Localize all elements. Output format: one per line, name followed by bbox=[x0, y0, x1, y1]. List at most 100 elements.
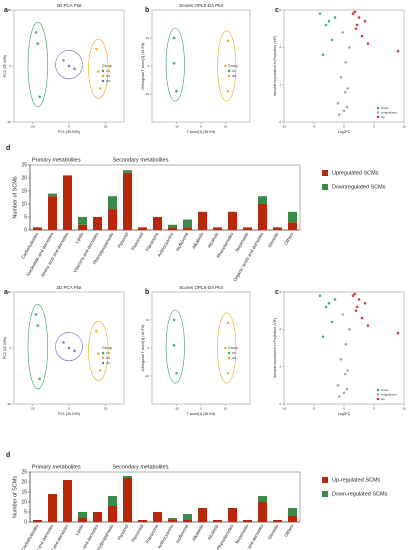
y-tick-label: 5 bbox=[24, 214, 27, 220]
legend-swatch bbox=[376, 106, 380, 110]
x-tick-label: Isoflavone bbox=[175, 523, 190, 544]
point bbox=[346, 369, 349, 372]
x-tick-label: 10 bbox=[402, 406, 406, 410]
bar bbox=[273, 520, 282, 522]
bar bbox=[78, 217, 87, 225]
chart-title: Scores OPLS-DA Plot bbox=[179, 285, 224, 290]
bar bbox=[228, 211, 237, 230]
bar bbox=[153, 217, 162, 230]
legend-title: Group bbox=[102, 64, 112, 68]
point bbox=[226, 371, 230, 375]
bar bbox=[108, 209, 117, 230]
x-tick-label: -20 bbox=[30, 406, 35, 410]
point bbox=[321, 53, 325, 57]
legend-swatch bbox=[101, 351, 105, 355]
bar bbox=[93, 512, 102, 522]
bar bbox=[258, 204, 267, 230]
x-tick-label: 10 bbox=[402, 124, 406, 128]
point bbox=[339, 75, 343, 79]
point bbox=[396, 49, 400, 53]
legend-label: Downregulated SCMs bbox=[332, 184, 386, 190]
panel-letter: d bbox=[6, 452, 10, 459]
panel-letter: c bbox=[275, 289, 279, 296]
point bbox=[36, 42, 40, 45]
y-tick-label: -20 bbox=[7, 402, 12, 406]
bar bbox=[288, 516, 297, 522]
legend-swatch bbox=[227, 351, 231, 355]
legend-swatch bbox=[101, 74, 105, 78]
point bbox=[95, 329, 98, 333]
point bbox=[73, 349, 76, 353]
point bbox=[339, 357, 343, 361]
bar bbox=[183, 219, 192, 228]
legend-swatch bbox=[101, 69, 105, 73]
point bbox=[351, 294, 355, 298]
x-tick-label: Others bbox=[283, 231, 294, 246]
legend-swatch bbox=[101, 79, 105, 83]
frame bbox=[29, 471, 301, 523]
x-tick-label: 5 bbox=[373, 406, 375, 410]
point bbox=[348, 46, 351, 49]
confidence-ellipse bbox=[165, 309, 185, 384]
point bbox=[98, 369, 102, 372]
confidence-ellipse bbox=[27, 304, 48, 390]
point bbox=[34, 313, 38, 316]
point bbox=[226, 321, 230, 325]
point bbox=[357, 16, 361, 19]
bar bbox=[273, 227, 282, 230]
legend-title: Group bbox=[102, 346, 112, 350]
x-tick-label: Alkaloids bbox=[191, 523, 205, 542]
x-tick-label: -10 bbox=[174, 406, 179, 410]
legend-label: Upregulated SCMs bbox=[332, 170, 379, 176]
legend-swatch bbox=[376, 111, 380, 114]
bar bbox=[48, 494, 57, 522]
y-tick-label: 10 bbox=[21, 201, 27, 207]
legend-swatch bbox=[376, 115, 380, 119]
legend-swatch bbox=[227, 69, 231, 73]
group-label: Secondary metabolites bbox=[113, 464, 169, 470]
bar bbox=[183, 514, 192, 520]
x-tick-label: Amino acid and derivates bbox=[40, 231, 70, 278]
x-tick-label: -5 bbox=[313, 406, 316, 410]
x-tick-label: Steroids bbox=[267, 523, 280, 540]
y-tick-label: 0 bbox=[9, 346, 11, 350]
point bbox=[351, 12, 355, 16]
frame bbox=[29, 164, 301, 231]
group-label: Primary metabolites bbox=[32, 464, 81, 470]
panel-letter: a bbox=[4, 289, 8, 296]
y-tick-label: 20 bbox=[8, 290, 12, 294]
bar bbox=[93, 217, 102, 230]
x-axis-label: Log2FC bbox=[338, 412, 351, 416]
point bbox=[175, 89, 178, 93]
x-axis-label: Log2FC bbox=[338, 130, 351, 134]
chart-title: 2D PCA Plot bbox=[56, 285, 82, 290]
point bbox=[98, 87, 102, 90]
y-tick-label: 10 bbox=[146, 36, 150, 40]
bar bbox=[108, 196, 117, 210]
legend-swatch bbox=[227, 356, 231, 360]
x-tick-label: Lipids bbox=[74, 523, 85, 536]
x-axis-label: T score[1] (36.9%) bbox=[187, 130, 216, 134]
bar bbox=[213, 227, 222, 230]
x-axis-label: PC1 (30.24%) bbox=[58, 130, 80, 134]
point bbox=[38, 95, 41, 99]
y-tick-label: 10 bbox=[21, 499, 27, 505]
point bbox=[363, 19, 367, 23]
bar bbox=[243, 227, 252, 230]
x-tick-label: Others bbox=[283, 523, 294, 538]
confidence-ellipse bbox=[55, 50, 83, 80]
bar bbox=[288, 222, 297, 230]
chart-title: 2D PCA Plot bbox=[56, 3, 82, 8]
legend-label: Up bbox=[381, 115, 385, 119]
x-tick-label: 5 bbox=[373, 124, 375, 128]
point bbox=[344, 60, 348, 64]
panel-letter: b bbox=[145, 289, 149, 296]
point bbox=[324, 305, 328, 309]
bar bbox=[33, 520, 42, 522]
bar bbox=[288, 508, 297, 516]
bar bbox=[123, 170, 132, 173]
x-tick-label: Anthocyanins bbox=[157, 523, 175, 550]
legend-label: Down bbox=[381, 106, 389, 110]
y-tick-label: 5 bbox=[24, 509, 27, 515]
point bbox=[67, 64, 71, 68]
